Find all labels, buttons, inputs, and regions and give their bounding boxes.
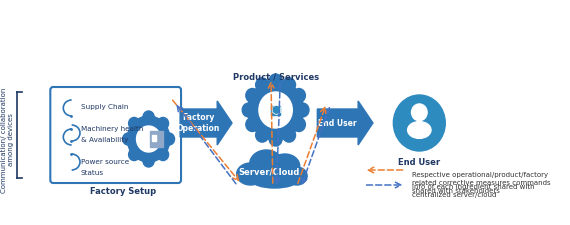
Ellipse shape bbox=[251, 172, 298, 188]
Circle shape bbox=[137, 126, 161, 152]
Ellipse shape bbox=[287, 167, 307, 185]
Circle shape bbox=[283, 78, 295, 92]
Circle shape bbox=[127, 116, 170, 162]
Polygon shape bbox=[317, 101, 373, 145]
Circle shape bbox=[292, 88, 306, 103]
Circle shape bbox=[242, 103, 255, 117]
Circle shape bbox=[256, 128, 268, 142]
Circle shape bbox=[129, 148, 140, 161]
Text: End User: End User bbox=[398, 158, 441, 167]
Circle shape bbox=[269, 74, 282, 88]
Circle shape bbox=[292, 117, 306, 131]
Circle shape bbox=[157, 117, 169, 129]
Text: ⬡: ⬡ bbox=[270, 104, 281, 117]
Text: Machinery health: Machinery health bbox=[81, 126, 143, 132]
Text: Communication/ collaboration
among devices: Communication/ collaboration among devic… bbox=[1, 87, 14, 193]
Bar bbox=[152, 135, 156, 141]
Circle shape bbox=[412, 104, 427, 121]
Text: Status: Status bbox=[81, 170, 104, 176]
Ellipse shape bbox=[408, 122, 431, 138]
FancyBboxPatch shape bbox=[50, 87, 181, 183]
Ellipse shape bbox=[250, 150, 283, 178]
Text: Respective operational/product/factory
related corrective measures commands
shar: Respective operational/product/factory r… bbox=[412, 172, 551, 194]
Ellipse shape bbox=[237, 163, 264, 185]
Ellipse shape bbox=[270, 154, 300, 178]
Text: Info of each ingredient shared with
centralized server/cloud: Info of each ingredient shared with cent… bbox=[412, 184, 535, 198]
Circle shape bbox=[283, 128, 295, 142]
Circle shape bbox=[143, 111, 154, 123]
Circle shape bbox=[143, 155, 154, 167]
Circle shape bbox=[164, 133, 174, 145]
Text: Supply Chain: Supply Chain bbox=[81, 104, 128, 110]
Circle shape bbox=[157, 148, 169, 161]
Text: & Availability: & Availability bbox=[81, 137, 128, 143]
Circle shape bbox=[296, 103, 309, 117]
Text: Factory
Operation: Factory Operation bbox=[177, 113, 221, 133]
Bar bbox=[271, 106, 280, 115]
Circle shape bbox=[248, 80, 303, 140]
Circle shape bbox=[256, 78, 268, 92]
Circle shape bbox=[259, 92, 292, 128]
Polygon shape bbox=[180, 101, 232, 145]
Text: End User: End User bbox=[319, 119, 357, 128]
Circle shape bbox=[246, 88, 259, 103]
Text: Server/Cloud: Server/Cloud bbox=[238, 167, 300, 176]
Text: Factory Setup: Factory Setup bbox=[90, 187, 156, 196]
Bar bbox=[150, 131, 164, 147]
Circle shape bbox=[269, 132, 282, 146]
Circle shape bbox=[123, 133, 134, 145]
Circle shape bbox=[246, 117, 259, 131]
Text: Product / Services: Product / Services bbox=[233, 72, 319, 81]
Text: Power source: Power source bbox=[81, 159, 129, 165]
Circle shape bbox=[129, 117, 140, 129]
Circle shape bbox=[393, 95, 445, 151]
